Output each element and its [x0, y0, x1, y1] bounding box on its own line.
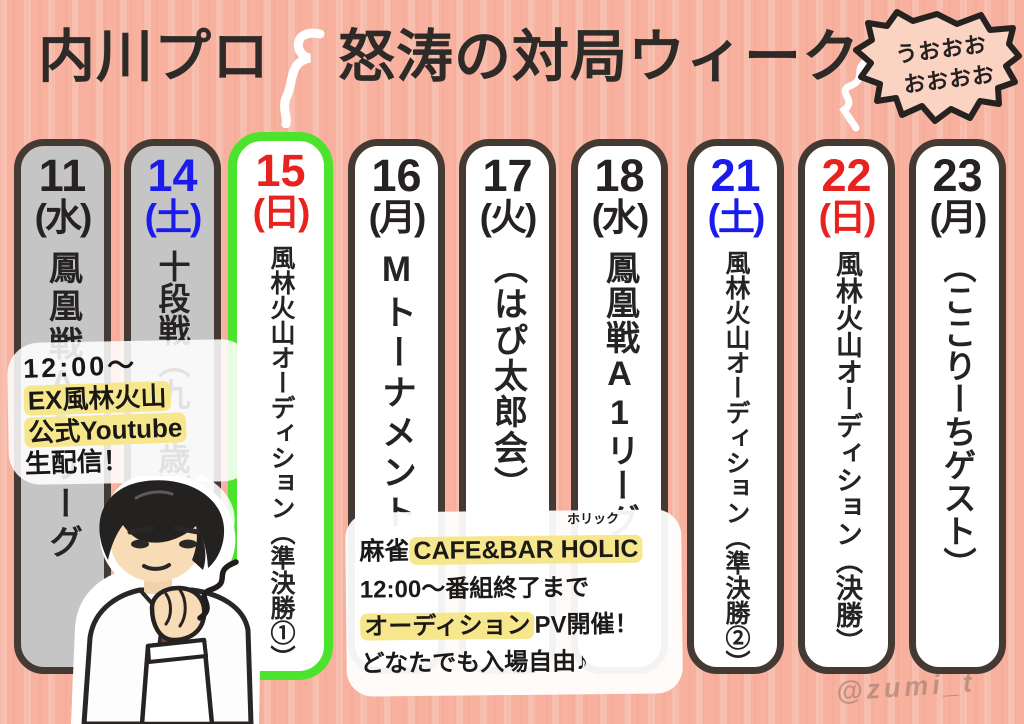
white-squiggle-icon [280, 28, 325, 128]
column-day: (火) [479, 196, 538, 238]
column-event: （はぴ太郎会） [488, 249, 527, 502]
column-date: 21 [710, 150, 761, 201]
title-part1: 内川プロ [38, 25, 270, 89]
column-21: 21 (土) 風林火山オーディション（準決勝②） [687, 139, 784, 675]
column-23: 23 (月) （ここりーちゲスト） [909, 139, 1006, 674]
column-event: 鳳凰戦A1リーグ [600, 249, 639, 538]
column-event: 風林火山オーディション（準決勝①） [267, 244, 295, 670]
column-day: (日) [818, 196, 877, 238]
white-zigzag-icon [839, 56, 878, 132]
venue-line2: 12:00〜番組終了まで [359, 573, 590, 604]
venue-line3-rest: PV開催！ [534, 610, 639, 639]
column-date: 17 [482, 150, 533, 201]
column-day: (日) [252, 191, 311, 233]
mahjong-pro-character [71, 476, 268, 724]
column-date: 15 [255, 145, 306, 196]
column-date: 18 [594, 150, 645, 201]
column-event: （ここりーちゲスト） [939, 249, 976, 580]
column-day: (月) [368, 196, 427, 238]
column-day: (土) [707, 196, 766, 238]
column-date: 11 [38, 150, 87, 201]
venue-line1: 麻雀 CAFE&BAR HOLIC [359, 529, 671, 571]
column-date: 22 [821, 150, 872, 201]
column-event: 風林火山オーディション（準決勝②） [722, 249, 750, 675]
furigana: ホリック [567, 510, 620, 527]
title-part2: 怒涛の対局ウィーク [338, 25, 860, 89]
stream-line2: EX風林火山 [23, 380, 171, 416]
column-date: 16 [371, 150, 422, 201]
venue-line1-highlight: CAFE&BAR HOLIC [409, 534, 643, 566]
venue-line1-head: 麻雀 [359, 537, 410, 566]
column-day: (月) [929, 196, 988, 238]
column-22: 22 (日) 風林火山オーディション（決勝） [798, 139, 895, 674]
scream-bubble: うおおお おおおお [851, 6, 1023, 128]
stream-line3: 公式Youtube [23, 411, 187, 448]
column-day: (土) [144, 196, 203, 238]
column-event: Mトーナメント [377, 249, 416, 534]
venue-line3: オーディション PV開催！ [360, 605, 672, 645]
venue-note: ホリック 麻雀 CAFE&BAR HOLIC 12:00〜番組終了まで オーディシ… [345, 509, 683, 697]
column-date: 23 [932, 150, 983, 201]
column-day: (水) [591, 196, 650, 238]
venue-line4: どなたでも入場自由♪ [360, 648, 589, 678]
page-title: 内川プロ 怒涛の対局ウィーク [38, 26, 860, 128]
column-day: (水) [34, 196, 93, 238]
spiky-bubble-icon [853, 9, 1022, 124]
column-date: 14 [147, 150, 198, 201]
venue-line3-highlight: オーディション [360, 611, 535, 641]
stream-note-bubble: 12:00〜 EX風林火山 公式Youtube 生配信！ [6, 338, 256, 486]
column-event: 風林火山オーディション（決勝） [832, 249, 862, 655]
